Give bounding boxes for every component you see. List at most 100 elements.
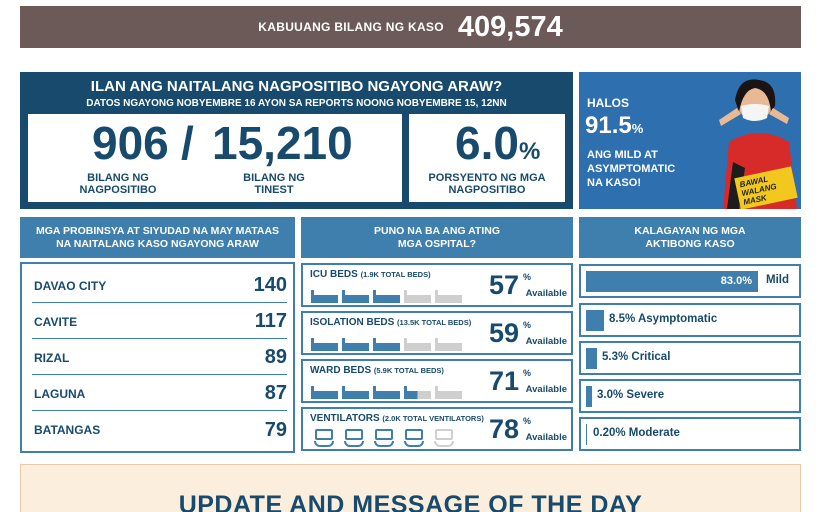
promo-line-3: NA KASO! [587, 177, 641, 189]
status-header: KALAGAYAN NG MGA AKTIBONG KASO [579, 217, 801, 258]
province-cases: 140 [253, 274, 287, 296]
hospitals-header-line-2: MGA OSPITAL? [397, 237, 477, 250]
promo-line-2: ASYMPTOMATIC [587, 163, 676, 175]
promo-text: ANG MILD AT ASYMPTOMATIC NA KASO! [587, 148, 697, 190]
rate-label-line-1: PORSYENTO NG MGA [428, 172, 546, 184]
status-label: 5.3% Critical [602, 351, 671, 363]
status-critical: 5.3% Critical [579, 341, 801, 375]
total-cases-label: KABUUANG BILANG NG KASO [258, 20, 444, 34]
bed-icon [311, 338, 338, 351]
bed-type: WARD BEDS [310, 365, 372, 376]
list-item: CAVITE 117 [32, 305, 287, 339]
hospitals-header: PUNO NA BA ANG ATING MGA OSPITAL? [301, 217, 573, 258]
promo-value: 91.5 [585, 112, 632, 139]
bed-type: VENTILATORS [310, 413, 380, 424]
isolation-beds-card: ISOLATION BEDS (13.5K TOTAL BEDS) 59 % A… [301, 311, 573, 355]
province-cases: 87 [264, 382, 287, 404]
mild-cases-promo: HALOS 91.5% ANG MILD AT ASYMPTOMATIC NA … [579, 72, 801, 209]
bed-icons [311, 285, 462, 303]
promo-unit: % [631, 121, 644, 136]
positivity-panel: ILAN ANG NAITALANG NAGPOSITIBO NGAYONG A… [20, 72, 573, 209]
bed-icons [311, 333, 462, 351]
bed-icon [342, 338, 369, 351]
promo-halos: HALOS [587, 96, 629, 110]
bed-availability-percent: % [522, 368, 531, 378]
bed-availability-value: 71 [488, 366, 519, 396]
status-mild: 83.0% Mild [579, 264, 801, 298]
provinces-header-line-2: NA NAITALANG KASO NGAYONG ARAW [56, 237, 259, 250]
province-name: RIZAL [34, 350, 70, 365]
status-bar: 83.0% [586, 271, 758, 292]
bed-total: (13.5K TOTAL BEDS) [397, 318, 472, 327]
bed-type: ISOLATION BEDS [310, 317, 395, 328]
bed-total: (2.0K TOTAL VENTILATORS) [382, 414, 484, 423]
bed-total: (1.9K TOTAL BEDS) [360, 270, 431, 279]
status-asymptomatic: 8.5% Asymptomatic [579, 303, 801, 337]
bed-icon [311, 386, 338, 399]
positive-label-line-1: BILANG NG [87, 172, 149, 184]
bed-card-title: ISOLATION BEDS (13.5K TOTAL BEDS) [310, 317, 471, 328]
status-label: 8.5% Asymptomatic [609, 313, 718, 325]
province-cases: 79 [264, 418, 287, 441]
positivity-rate-value: 6.0 [455, 117, 519, 169]
positivity-rate-box: 6.0% PORSYENTO NG MGA NAGPOSITIBO [409, 114, 565, 202]
bed-icon [342, 386, 369, 399]
bed-availability-label: Available [525, 336, 567, 347]
status-severe: 3.0% Severe [579, 379, 801, 413]
bed-icon [404, 290, 431, 303]
status-label: Mild [766, 274, 789, 286]
status-header-line-2: AKTIBONG KASO [645, 237, 735, 250]
ventilators-card: VENTILATORS (2.0K TOTAL VENTILATORS) 78 … [301, 407, 573, 451]
status-moderate: 0.20% Moderate [579, 417, 801, 451]
bed-card-title: WARD BEDS (5.9K TOTAL BEDS) [310, 365, 444, 376]
tested-count: 15,210 [212, 117, 353, 169]
icu-beds-card: ICU BEDS (1.9K TOTAL BEDS) 57 % Availabl… [301, 263, 573, 307]
rate-label-line-2: NAGPOSITIBO [448, 184, 526, 196]
bed-icons [311, 381, 462, 399]
bed-availability-percent: % [522, 416, 531, 426]
tested-label: BILANG NG TINEST [224, 172, 324, 196]
bed-icon [311, 290, 338, 303]
positive-label-line-2: NAGPOSITIBO [79, 184, 157, 196]
status-header-line-1: KALAGAYAN NG MGA [634, 224, 746, 237]
bed-availability-percent: % [522, 320, 531, 330]
ventilator-icon [311, 429, 337, 447]
province-name: CAVITE [34, 314, 78, 329]
bed-icon [435, 386, 462, 399]
positivity-rate-unit: % [518, 138, 541, 165]
ventilator-icon [431, 429, 457, 447]
ventilator-icon [371, 429, 397, 447]
province-name: BATANGAS [34, 423, 101, 437]
positive-count: 906 [92, 117, 169, 169]
promo-line-1: ANG MILD AT [587, 149, 658, 161]
province-cases: 117 [254, 310, 287, 332]
provinces-header: MGA PROBINSYA AT SIYUDAD NA MAY MATAAS N… [20, 217, 295, 258]
positivity-rate-label: PORSYENTO NG MGA NAGPOSITIBO [409, 172, 565, 196]
bed-availability-label: Available [525, 288, 567, 299]
ventilator-icons [311, 429, 457, 447]
bed-availability-value: 57 [488, 270, 519, 300]
bed-card-title: VENTILATORS (2.0K TOTAL VENTILATORS) [310, 413, 484, 424]
positivity-title: ILAN ANG NAITALANG NAGPOSITIBO NGAYONG A… [90, 78, 503, 95]
positivity-rate: 6.0% [455, 120, 540, 175]
province-name: LAGUNA [34, 386, 86, 401]
ventilator-icon [341, 429, 367, 447]
bed-icon [404, 386, 431, 399]
list-item: BATANGAS 79 [32, 413, 287, 447]
list-item: RIZAL 89 [32, 341, 287, 375]
bed-availability-label: Available [525, 432, 567, 443]
ventilator-icon [401, 429, 427, 447]
bed-icon [435, 290, 462, 303]
total-cases-banner: KABUUANG BILANG NG KASO 409,574 [20, 6, 801, 48]
bed-icon [435, 338, 462, 351]
province-name: DAVAO CITY [34, 278, 107, 293]
separator: / [181, 117, 194, 169]
bed-icon [373, 338, 400, 351]
province-cases: 89 [264, 346, 287, 368]
bed-card-title: ICU BEDS (1.9K TOTAL BEDS) [310, 269, 431, 280]
bed-icon [342, 290, 369, 303]
status-label: 3.0% Severe [597, 389, 665, 401]
bed-icon [373, 386, 400, 399]
bed-availability-value: 78 [488, 414, 519, 444]
hospitals-header-line-1: PUNO NA BA ANG ATING [374, 224, 500, 237]
